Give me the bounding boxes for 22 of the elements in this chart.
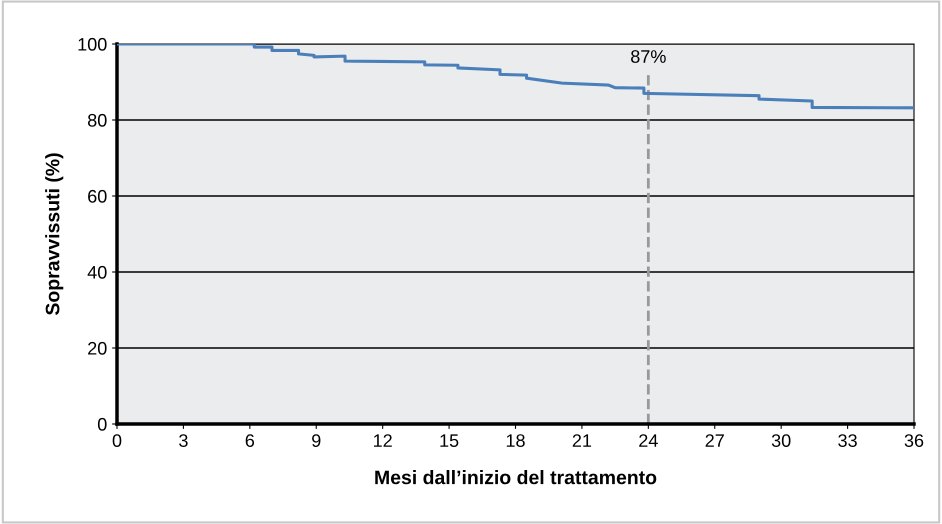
x-tick-label: 12 [374,434,392,447]
y-tick-label: 100 [78,38,107,51]
y-tick-label: 20 [88,342,107,355]
x-tick-label: 24 [639,434,658,447]
x-tick-label: 21 [572,434,592,447]
y-tick-label: 80 [88,114,107,127]
x-tick-label: 30 [772,434,791,447]
x-tick-label: 18 [506,434,525,447]
x-axis-title: Mesi dall’inizio del trattamento [375,470,656,484]
x-tick-label: 6 [246,434,254,447]
annotation: 87% [631,50,666,63]
y-tick-label: 0 [98,418,107,431]
x-tick-label: 9 [312,434,320,447]
x-tick-label: 33 [838,434,857,447]
x-tick-label: 0 [112,434,122,447]
y-axis-title: Sopravvissuti (%) [45,153,64,316]
x-tick-label: 36 [904,434,924,447]
x-tick-label: 3 [179,434,188,447]
y-tick-label: 60 [88,190,107,203]
y-tick-label: 40 [88,266,107,279]
x-tick-label: 27 [706,434,724,447]
x-tick-label: 15 [440,434,458,447]
